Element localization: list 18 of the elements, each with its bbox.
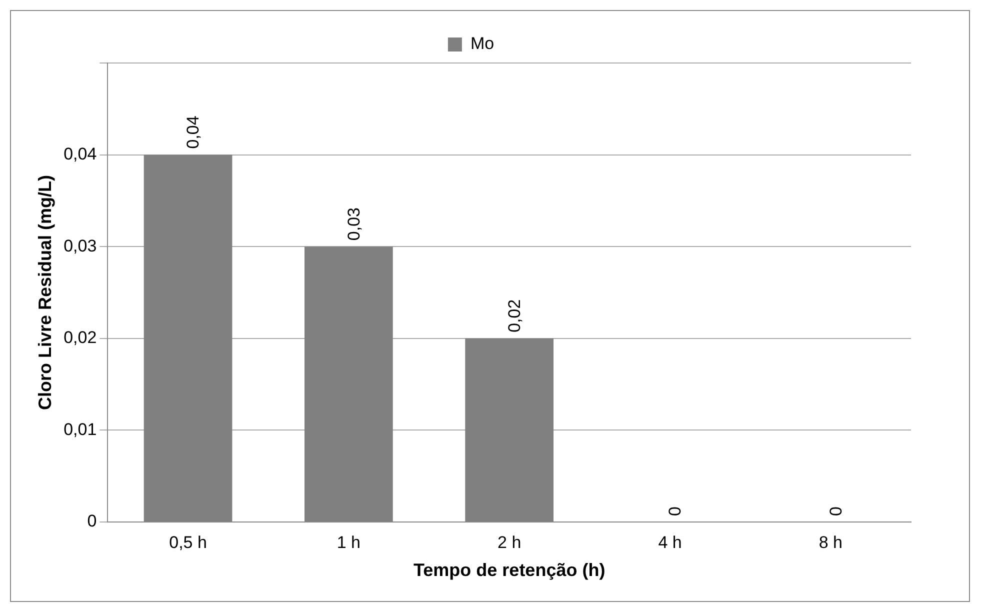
data-label: 0,04	[184, 116, 203, 149]
x-tick-label: 2 h	[498, 532, 522, 552]
y-tick-label: 0,03	[64, 236, 97, 256]
y-tick-label: 0,04	[64, 144, 97, 164]
y-tick-label: 0	[87, 512, 97, 531]
x-tick-label: 0,5 h	[169, 532, 207, 552]
x-tick-label: 1 h	[336, 532, 360, 552]
legend-label: Mo	[470, 34, 494, 54]
y-tick-label: 0,01	[64, 420, 97, 439]
data-label: 0	[826, 506, 846, 516]
data-label: 0	[666, 506, 685, 516]
x-tick-label: 4 h	[658, 532, 682, 552]
x-axis-title: Tempo de retenção (h)	[413, 560, 606, 580]
data-label: 0,02	[505, 299, 524, 332]
data-label: 0,03	[344, 208, 364, 241]
y-tick-label: 0,02	[64, 328, 97, 348]
y-axis-title: Cloro Livre Residual (mg/L)	[34, 174, 55, 410]
x-tick-label: 8 h	[818, 532, 842, 552]
